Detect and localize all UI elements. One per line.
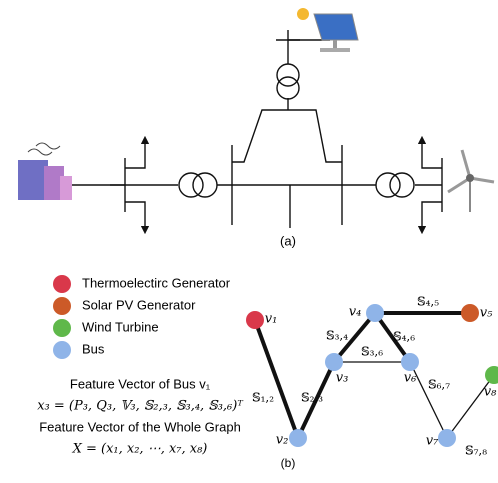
edge-label: 𝕊₆,₇ [428, 378, 450, 392]
node-label: v₁ [265, 312, 278, 327]
legend-marker [53, 275, 71, 293]
feature-title: Feature Vector of the Whole Graph [39, 419, 241, 434]
legend-label: Bus [82, 341, 105, 356]
formula: x₃ = (P₃, Q₃, 𝕍₃, 𝕊₂,₃, 𝕊₃,₄, 𝕊₃,₆)ᵀ [37, 399, 243, 414]
edge-label: 𝕊₄,₅ [417, 295, 439, 309]
legend: Thermoelectirc Generator Solar PV Generat… [53, 275, 231, 359]
node-label: v₄ [349, 305, 362, 320]
caption: (a) [280, 233, 296, 248]
node-label: v₂ [276, 433, 289, 448]
node-label: v₇ [426, 434, 439, 449]
legend-marker [53, 319, 71, 337]
node [401, 353, 419, 371]
edge-label: 𝕊₄,₆ [393, 330, 415, 344]
power-system [18, 8, 494, 230]
edge-label: 𝕊₃,₆ [361, 345, 383, 359]
node [289, 429, 307, 447]
feature-title: Feature Vector of Bus v₁ [70, 376, 211, 391]
node-label: v₃ [336, 371, 349, 386]
node [325, 353, 343, 371]
legend-label: Solar PV Generator [82, 297, 196, 312]
node [485, 366, 498, 384]
edge-label: 𝕊₇,₈ [465, 444, 487, 458]
legend-label: Wind Turbine [82, 319, 159, 334]
edge-label: 𝕊₂,₃ [301, 391, 323, 405]
legend-label: Thermoelectirc Generator [82, 275, 231, 290]
node [461, 304, 479, 322]
node [246, 311, 264, 329]
formula: X = (x₁, x₂, ⋯, x₇, x₈) [72, 442, 208, 457]
graph: 𝕊₁,₂ 𝕊₂,₃ 𝕊₃,₄ 𝕊₃,₆ 𝕊₄,₅ 𝕊₄,₆ 𝕊₆,₇ 𝕊₇,₈ v₁ v₂ v₃ v₄… [246, 295, 498, 458]
node-label: v₈ [484, 385, 497, 400]
edge [255, 320, 298, 438]
figure: (a) Thermoelectirc Generator Solar PV Gen… [0, 0, 498, 483]
node-label: v₆ [404, 371, 417, 386]
edge-label: 𝕊₃,₄ [326, 329, 348, 343]
caption: (b) [281, 456, 296, 470]
node [366, 304, 384, 322]
legend-marker [53, 297, 71, 315]
node-label: v₅ [480, 306, 493, 321]
legend-marker [53, 341, 71, 359]
node [438, 429, 456, 447]
edge-label: 𝕊₁,₂ [252, 391, 274, 405]
